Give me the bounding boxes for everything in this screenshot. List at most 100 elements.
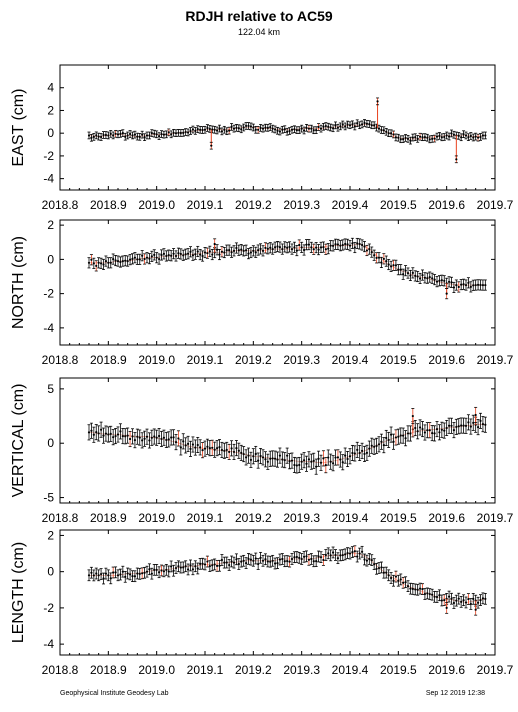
data-point-fill: [476, 136, 480, 139]
data-point-fill: [90, 571, 93, 574]
data-point-fill: [191, 254, 195, 257]
data-point-fill: [220, 558, 224, 562]
data-point-fill: [346, 243, 349, 246]
y-tick-label: 0: [47, 252, 54, 266]
x-tick-label: 2019.1: [187, 511, 224, 525]
data-point: [484, 597, 487, 600]
data-point-fill: [119, 260, 122, 264]
data-point-fill: [191, 443, 195, 446]
data-point-fill: [128, 437, 132, 441]
data-point-fill: [109, 132, 112, 135]
data-point-fill: [167, 438, 170, 441]
data-point-fill: [182, 440, 185, 443]
data-point-fill: [124, 259, 127, 262]
data-point: [406, 271, 410, 275]
data-point-fill: [249, 458, 253, 461]
data-point-fill: [99, 572, 103, 576]
data-point-fill: [462, 599, 465, 602]
x-tick-label: 2019.1: [187, 663, 224, 677]
data-point-fill: [264, 246, 267, 249]
data-point-fill: [196, 128, 199, 131]
data-point: [339, 125, 342, 128]
data-point: [435, 280, 439, 283]
data-point-fill: [295, 464, 298, 467]
x-tick-label: 2019.3: [283, 511, 320, 525]
data-point-fill: [114, 571, 117, 574]
data-point-fill: [102, 577, 105, 580]
data-point-fill: [363, 245, 366, 248]
data-point: [116, 259, 120, 263]
data-point-fill: [95, 431, 98, 434]
data-point: [184, 565, 187, 568]
data-point-fill: [452, 429, 456, 432]
data-point-fill: [380, 261, 383, 264]
data-point-fill: [452, 133, 456, 136]
data-point-fill: [177, 437, 180, 440]
data-point: [435, 135, 439, 138]
data-point-fill: [90, 136, 93, 139]
data-point-fill: [247, 252, 250, 255]
data-point: [107, 261, 110, 264]
data-point-fill: [298, 556, 301, 559]
data-point-fill: [305, 555, 308, 558]
data-point-fill: [266, 460, 269, 463]
data-point-fill: [431, 431, 434, 435]
data-point-fill: [363, 121, 366, 125]
data-point-fill: [196, 250, 199, 253]
data-point-fill: [259, 126, 262, 129]
data-point: [300, 127, 303, 130]
data-point-fill: [460, 424, 463, 427]
data-point-fill: [269, 246, 272, 249]
data-point-fill: [447, 280, 451, 283]
data-point-fill: [380, 128, 383, 132]
data-point-fill: [218, 253, 221, 256]
data-point-fill: [418, 426, 422, 429]
data-point-fill: [225, 249, 228, 252]
x-tick-label: 2018.9: [90, 198, 127, 212]
data-point-fill: [235, 126, 238, 129]
data-point: [174, 254, 178, 258]
data-point-fill: [404, 136, 407, 140]
data-point-fill: [356, 448, 359, 451]
x-tick-label: 2019.0: [138, 198, 175, 212]
x-tick-label: 2019.2: [235, 511, 272, 525]
y-tick-label: 2: [47, 218, 54, 232]
data-point: [116, 433, 120, 436]
data-point-fill: [402, 581, 405, 584]
data-point-fill: [201, 449, 204, 452]
data-point-fill: [206, 252, 209, 255]
data-point: [484, 283, 487, 287]
data-point-fill: [469, 425, 472, 428]
data-point-fill: [179, 446, 182, 449]
data-point-fill: [177, 131, 180, 134]
data-point: [145, 256, 149, 259]
x-tick-label: 2019.6: [428, 511, 465, 525]
y-tick-label: 0: [47, 436, 54, 450]
data-point: [107, 134, 110, 137]
data-point: [194, 446, 197, 449]
data-point-fill: [218, 446, 221, 449]
data-point: [455, 283, 458, 287]
data-point-fill: [324, 248, 327, 251]
data-point: [252, 455, 255, 458]
data-point-fill: [440, 279, 443, 282]
x-tick-label: 2019.0: [138, 663, 175, 677]
data-point: [368, 557, 371, 561]
x-tick-label: 2019.3: [283, 663, 320, 677]
data-point-fill: [457, 285, 460, 289]
data-point: [319, 127, 323, 130]
data-point: [174, 132, 178, 135]
data-point-fill: [196, 567, 199, 570]
data-point-fill: [312, 459, 315, 462]
data-point-fill: [394, 575, 398, 578]
data-point-fill: [218, 127, 221, 130]
data-point: [281, 458, 284, 461]
y-tick-label: 4: [47, 81, 54, 95]
data-point: [358, 124, 361, 127]
data-point: [116, 574, 120, 577]
data-point-fill: [450, 597, 453, 600]
data-point-fill: [288, 245, 291, 249]
y-tick-label: -2: [43, 601, 54, 615]
data-point-fill: [92, 574, 95, 577]
data-point-fill: [324, 464, 327, 467]
